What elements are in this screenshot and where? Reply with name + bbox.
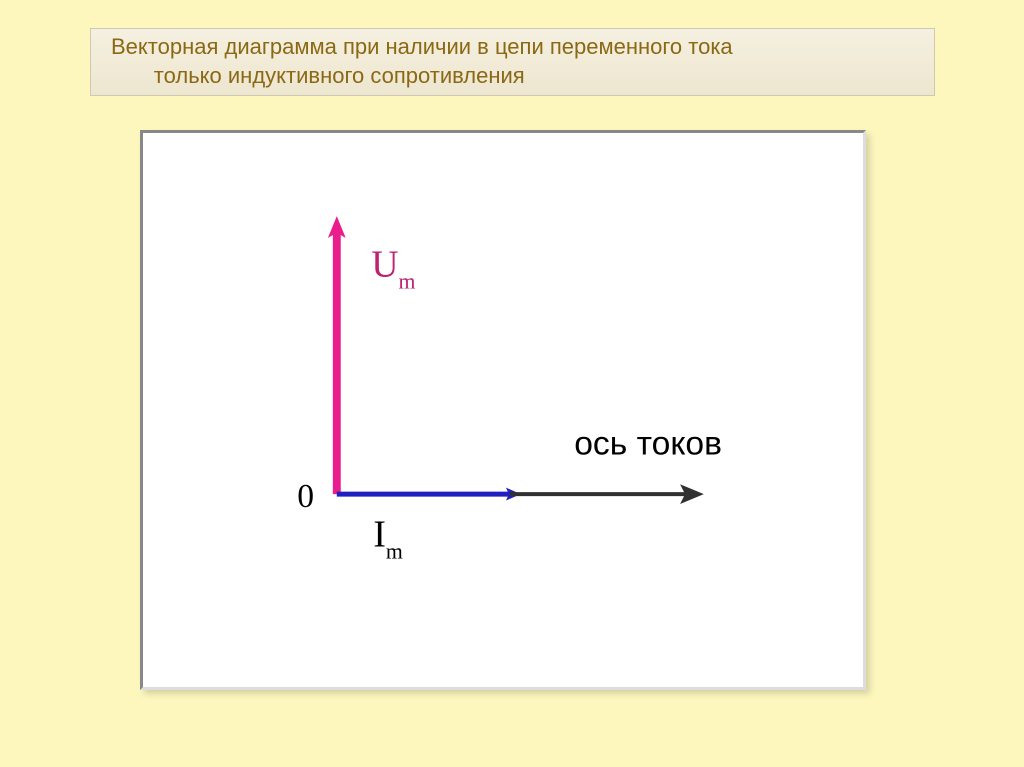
voltage-label: Um bbox=[371, 244, 415, 293]
title-line2: только индуктивного сопротивления bbox=[154, 63, 525, 88]
voltage-label-sub: m bbox=[399, 269, 416, 293]
current-label-sub: m bbox=[386, 539, 403, 563]
current-label-main: I bbox=[373, 515, 386, 556]
origin-label: 0 bbox=[297, 478, 314, 515]
title-line1: Векторная диаграмма при наличии в цепи п… bbox=[111, 34, 733, 59]
current-label: Im bbox=[373, 515, 403, 564]
title-text: Векторная диаграмма при наличии в цепи п… bbox=[111, 33, 733, 90]
title-box: Векторная диаграмма при наличии в цепи п… bbox=[90, 28, 935, 96]
axis-label: ось токов bbox=[574, 426, 722, 463]
diagram-svg: 0 Um Im ось токов bbox=[143, 133, 863, 687]
voltage-label-main: U bbox=[371, 244, 398, 285]
vector-diagram: 0 Um Im ось токов bbox=[140, 130, 866, 690]
